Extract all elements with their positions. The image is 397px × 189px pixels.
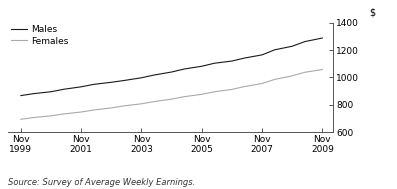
Males bbox=[109, 81, 114, 83]
Males bbox=[290, 45, 295, 47]
Females bbox=[139, 103, 144, 105]
Females bbox=[169, 98, 174, 100]
Females bbox=[19, 118, 23, 120]
Females bbox=[49, 115, 54, 117]
Males bbox=[31, 93, 36, 95]
Females bbox=[109, 107, 114, 109]
Text: $: $ bbox=[369, 7, 376, 17]
Males bbox=[139, 77, 144, 79]
Females bbox=[272, 78, 277, 81]
Females bbox=[320, 68, 325, 71]
Females bbox=[199, 93, 204, 95]
Males bbox=[272, 49, 277, 51]
Males bbox=[229, 60, 234, 62]
Males bbox=[260, 54, 264, 56]
Line: Males: Males bbox=[21, 38, 322, 96]
Males bbox=[79, 86, 83, 88]
Females bbox=[182, 96, 187, 98]
Line: Females: Females bbox=[21, 70, 322, 119]
Males bbox=[19, 94, 23, 97]
Females bbox=[260, 82, 264, 85]
Males bbox=[91, 83, 96, 85]
Legend: Males, Females: Males, Females bbox=[9, 24, 71, 47]
Males bbox=[320, 37, 325, 39]
Males bbox=[242, 57, 247, 59]
Females bbox=[31, 116, 36, 119]
Females bbox=[242, 85, 247, 88]
Males bbox=[199, 65, 204, 67]
Males bbox=[49, 91, 54, 93]
Males bbox=[61, 88, 66, 90]
Males bbox=[212, 62, 217, 64]
Males bbox=[152, 74, 156, 76]
Females bbox=[152, 101, 156, 103]
Females bbox=[303, 71, 307, 73]
Females bbox=[61, 113, 66, 115]
Males bbox=[182, 68, 187, 70]
Females bbox=[290, 75, 295, 77]
Females bbox=[91, 109, 96, 111]
Females bbox=[121, 105, 126, 107]
Males bbox=[303, 40, 307, 43]
Females bbox=[212, 91, 217, 93]
Females bbox=[229, 88, 234, 91]
Males bbox=[169, 71, 174, 73]
Females bbox=[79, 111, 83, 113]
Text: Source: Survey of Average Weekly Earnings.: Source: Survey of Average Weekly Earning… bbox=[8, 178, 195, 187]
Males bbox=[121, 79, 126, 82]
